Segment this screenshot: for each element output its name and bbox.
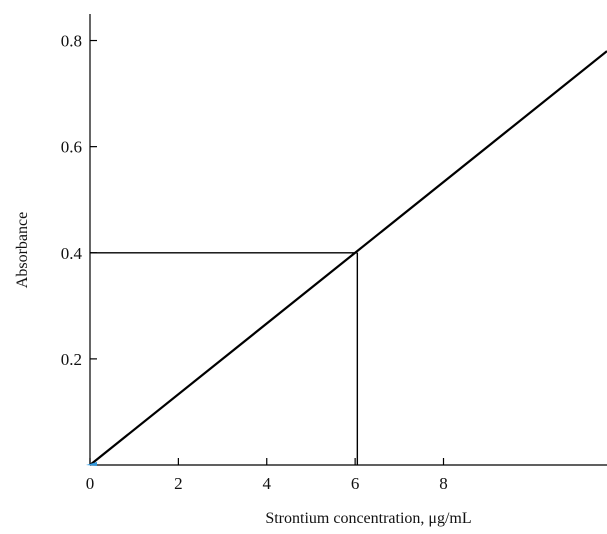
y-tick-label: 0.8 — [61, 32, 82, 51]
y-tick-label: 0.4 — [61, 244, 83, 263]
ticks: 0 2 4 6 8 0.2 0.4 0.6 0.8 — [61, 32, 448, 493]
x-tick-label: 6 — [351, 474, 360, 493]
origin-marker — [86, 462, 97, 466]
y-axis-title: Absorbance — [14, 212, 31, 288]
origin-marker-layer — [86, 462, 97, 466]
x-tick-label: 0 — [86, 474, 95, 493]
x-tick-label: 4 — [263, 474, 272, 493]
x-axis-title: Strontium concentration, μg/mL — [265, 510, 471, 527]
y-tick-label: 0.2 — [61, 350, 82, 369]
x-tick-label: 8 — [439, 474, 448, 493]
guide-lines — [90, 252, 359, 465]
calibration-line — [89, 50, 607, 466]
x-tick-label: 2 — [174, 474, 183, 493]
y-tick-label: 0.6 — [61, 138, 82, 157]
axes — [89, 14, 607, 466]
series-layer — [89, 50, 607, 466]
